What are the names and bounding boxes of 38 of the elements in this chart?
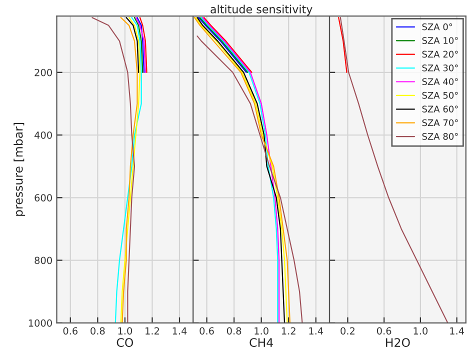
y-tick-label: 400	[34, 131, 52, 139]
x-tick-label: 1.0	[254, 327, 268, 335]
x-tick-label: 1.2	[146, 327, 159, 334]
x-tick-label: 0.6	[200, 327, 214, 335]
legend-label: SZA 0°	[422, 23, 452, 30]
legend-label: SZA 60°	[422, 106, 458, 112]
line-series	[134, 17, 144, 73]
x-tick-label: 0.6	[63, 327, 78, 335]
y-tick-label: 800	[34, 256, 52, 264]
y-axis-title: pressure [mbar]	[14, 122, 26, 216]
x-tick-label: 1.2	[282, 327, 296, 334]
x-tick-label: 1.0	[118, 327, 132, 335]
x-tick-label: 1.4	[450, 327, 464, 334]
x-tick-label: 0.8	[90, 327, 105, 335]
legend-label: SZA 20°	[422, 50, 458, 58]
x-tick-label: 1.0	[414, 327, 428, 335]
x-tick-label: 1.4	[309, 327, 324, 334]
y-tick-label: 600	[34, 194, 52, 202]
y-tick-label: 1000	[28, 319, 52, 327]
legend-label: SZA 50°	[422, 92, 458, 99]
x-axis-title: CH4	[250, 338, 273, 347]
chart-title: altitude sensitivity	[210, 4, 312, 16]
legend-label: SZA 30°	[422, 64, 458, 72]
x-tick-label: 0.2	[340, 327, 354, 335]
legend-label: SZA 80°	[422, 133, 458, 140]
x-tick-label: 1.4	[172, 327, 187, 334]
line-series	[139, 17, 148, 73]
y-tick-label: 200	[34, 68, 52, 76]
line-series	[92, 17, 136, 323]
line-series	[114, 17, 142, 323]
x-axis-title: CO	[116, 338, 134, 347]
line-series	[126, 17, 140, 73]
legend-label: SZA 10°	[422, 37, 458, 44]
x-tick-label: 0.8	[226, 327, 242, 335]
legend-label: SZA 70°	[422, 119, 458, 126]
legend-label: SZA 40°	[422, 78, 458, 86]
x-axis-title: H2O	[386, 338, 410, 347]
x-tick-label: 0.6	[376, 327, 392, 335]
